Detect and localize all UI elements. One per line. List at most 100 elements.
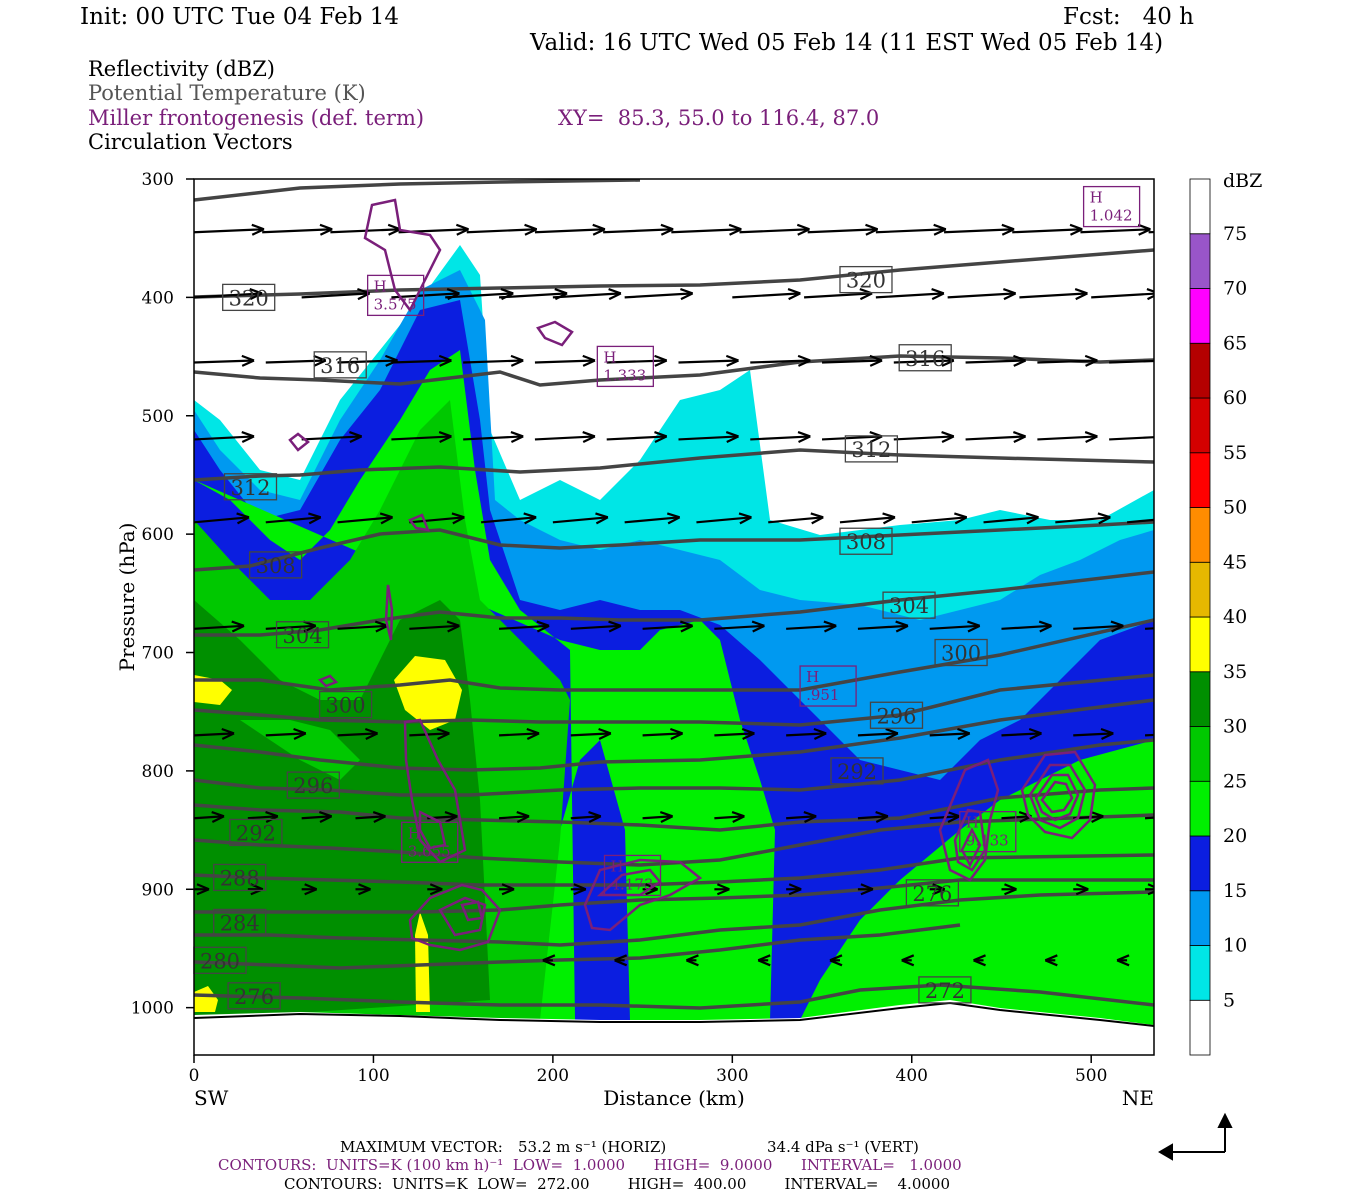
circulation-vector — [965, 431, 1027, 444]
circulation-vector — [857, 811, 889, 824]
fronto-contour — [363, 198, 442, 313]
circulation-vector — [570, 620, 622, 633]
circulation-vector — [1080, 223, 1151, 236]
circulation-vector — [603, 223, 674, 236]
theta-label: 276 — [905, 879, 960, 907]
circulation-vector — [337, 620, 389, 633]
x-tick-label: 300 — [716, 1066, 748, 1086]
fronto-contour — [460, 900, 484, 922]
circulation-vector — [973, 954, 986, 967]
circulation-vector — [786, 727, 827, 740]
svg-text:H: H — [1090, 189, 1103, 207]
circulation-vector — [686, 954, 699, 967]
svg-text:1.333: 1.333 — [603, 366, 646, 384]
circulation-vector — [265, 727, 307, 740]
colorbar-swatch — [1189, 726, 1211, 782]
circulation-vector — [534, 354, 596, 367]
refl-35-spot-d — [194, 986, 218, 1012]
svg-text:H: H — [806, 668, 819, 686]
theta-label: 300 — [934, 638, 988, 667]
theta-contour — [194, 248, 1154, 299]
colorbar-swatch — [1189, 890, 1211, 946]
colorbar-tick-label: 20 — [1223, 825, 1247, 847]
circulation-vector — [355, 811, 386, 824]
theta-label: 304 — [275, 621, 330, 649]
svg-text:304: 304 — [282, 624, 322, 648]
y-tick-label: 300 — [142, 170, 174, 190]
theta-contour — [194, 520, 1154, 572]
svg-text:H: H — [603, 348, 616, 366]
colorbar-swatch — [1189, 945, 1211, 1001]
circulation-vector — [409, 512, 465, 525]
fronto-maximum-label: H3.655 — [401, 821, 459, 863]
theta-label: 276 — [227, 982, 281, 1010]
svg-text:3.655: 3.655 — [408, 842, 451, 860]
circulation-vector — [983, 512, 1040, 525]
init-time: Init: 00 UTC Tue 04 Feb 14 — [80, 4, 400, 30]
circulation-vector — [570, 727, 612, 740]
circulation-vector — [534, 223, 606, 236]
fronto-contour — [288, 432, 311, 452]
circulation-vector — [857, 883, 874, 896]
circulation-vector — [552, 512, 609, 525]
theta-contour — [194, 738, 1154, 797]
svg-text:280: 280 — [200, 949, 240, 973]
theta-label: 296 — [286, 771, 340, 799]
theta-contours — [194, 179, 1154, 1010]
svg-text:276: 276 — [234, 985, 274, 1009]
surface-line — [193, 1001, 1155, 1027]
theta-label: 292 — [229, 818, 283, 847]
circulation-vector — [893, 431, 955, 444]
refl-35-spot-c — [415, 912, 430, 1012]
circulation-vector — [391, 354, 452, 367]
x-end-label-sw: SW — [194, 1086, 229, 1110]
circulation-vector — [301, 431, 363, 444]
y-tick-label: 900 — [142, 880, 174, 900]
colorbar-tick-label: 35 — [1223, 661, 1247, 683]
cross-section-xy: XY= 85.3, 55.0 to 116.4, 87.0 — [558, 106, 880, 130]
circulation-vector — [750, 354, 811, 367]
svg-text:284: 284 — [220, 911, 260, 935]
colorbar-tick-label: 55 — [1223, 442, 1247, 464]
circulation-vector — [614, 954, 628, 967]
colorbar-swatch — [1189, 342, 1211, 399]
circulation-vector — [1126, 518, 1154, 524]
theta-label: 288 — [213, 863, 267, 892]
svg-text:296: 296 — [876, 704, 916, 728]
circulation-vector — [409, 620, 460, 633]
colorbar-swatch — [1189, 178, 1211, 235]
circulation-vectors — [194, 223, 1154, 967]
svg-text:1.042: 1.042 — [1090, 207, 1133, 225]
circulation-vector — [194, 512, 250, 525]
svg-text:292: 292 — [837, 760, 877, 784]
svg-text:316: 316 — [905, 347, 945, 371]
colorbar-swatch — [1189, 616, 1211, 673]
circulation-vector — [1055, 512, 1111, 525]
circulation-vector — [671, 223, 742, 236]
theta-contour — [194, 354, 1154, 387]
circulation-vector — [194, 288, 263, 301]
circulation-vector — [301, 811, 333, 824]
circulation-vector — [1144, 816, 1154, 820]
theta-contour — [194, 890, 1154, 947]
svg-text:3.575: 3.575 — [374, 295, 417, 313]
forecast-hour: Fcst: 40 h — [1063, 4, 1194, 30]
valid-time: Valid: 16 UTC Wed 05 Feb 14 (11 EST Wed … — [530, 30, 1164, 56]
max-vector-horiz: 53.2 m s⁻¹ (HORIZ) — [518, 1138, 667, 1156]
circulation-vector — [624, 512, 681, 525]
circulation-vector — [262, 223, 333, 236]
circulation-vector — [463, 431, 524, 444]
field-vectors: Circulation Vectors — [88, 130, 293, 154]
circulation-vector — [714, 883, 730, 896]
below-ground — [194, 1000, 1154, 1055]
y-tick-label: 800 — [142, 762, 174, 782]
fronto-contour — [938, 758, 1000, 882]
fronto-maxima-layer: H1.042H3.575H1.333H.951H3.655H4.173H9.13… — [366, 185, 1141, 897]
theta-label: 312 — [223, 473, 278, 501]
x-tick-label: 0 — [189, 1066, 200, 1086]
svg-text:272: 272 — [925, 979, 965, 1003]
circulation-vector — [714, 620, 765, 633]
theta-contour — [194, 923, 961, 970]
fronto-contour — [317, 674, 339, 688]
